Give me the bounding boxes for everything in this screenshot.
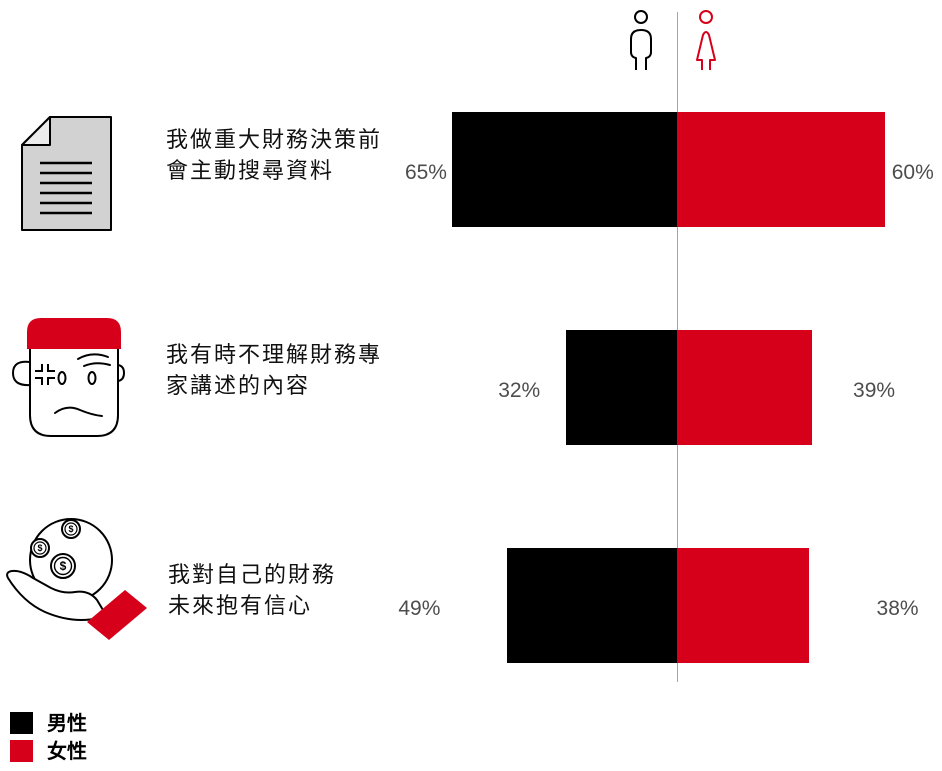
category-label: 我做重大財務決策前 會主動搜尋資料 <box>166 128 383 184</box>
face-outline <box>29 345 119 437</box>
value-label-male: 49% <box>398 596 441 620</box>
bar-male <box>507 548 677 663</box>
value-label-female: 60% <box>891 160 934 184</box>
male-person-icon <box>630 10 652 70</box>
forehead-wrinkles <box>77 353 111 367</box>
legend-label-female: 女性 <box>47 739 87 763</box>
open-hand <box>6 569 104 621</box>
bar-male <box>566 330 677 445</box>
red-sleeve-cuff <box>87 590 147 640</box>
right-ear <box>117 364 126 382</box>
red-hair <box>27 318 121 349</box>
frown-mouth <box>54 406 103 417</box>
category-label: 我對自己的財務 未來抱有信心 <box>168 563 337 619</box>
female-person-icon <box>696 10 716 70</box>
legend-label-male: 男性 <box>47 711 87 735</box>
bar-female <box>677 548 809 663</box>
coin-icon: $ <box>30 538 50 558</box>
value-label-female: 38% <box>876 596 919 620</box>
value-label-male: 32% <box>498 378 541 402</box>
legend-swatch-male <box>10 712 33 734</box>
bar-female <box>677 330 813 445</box>
left-eye <box>57 371 67 385</box>
value-label-female: 39% <box>853 378 896 402</box>
coin-symbol: $ <box>60 559 67 573</box>
frustrated-face-icon <box>11 318 126 437</box>
male-head <box>634 10 648 24</box>
left-ear <box>11 360 31 387</box>
coin-symbol: $ <box>37 543 42 553</box>
document-icon <box>21 116 112 231</box>
coin-icon: $ <box>50 553 76 579</box>
legend-swatch-female <box>10 740 33 762</box>
coin-inner <box>53 556 73 576</box>
value-label-male: 65% <box>404 160 447 184</box>
hand-with-coins-icon: $ $ $ <box>6 518 147 640</box>
anger-mark <box>35 364 55 385</box>
right-eye <box>87 371 97 385</box>
coin-inner <box>64 522 78 536</box>
bar-male <box>451 112 677 227</box>
bar-female <box>677 112 885 227</box>
female-body <box>696 31 716 70</box>
document-fold <box>21 116 51 146</box>
female-head <box>699 10 713 24</box>
coin-inner <box>33 541 47 555</box>
document-text-lines <box>40 161 92 215</box>
male-body <box>630 29 652 70</box>
coin-icon: $ <box>61 519 81 539</box>
category-label: 我有時不理解財務專 家講述的內容 <box>166 343 383 399</box>
coin-symbol: $ <box>68 524 73 534</box>
